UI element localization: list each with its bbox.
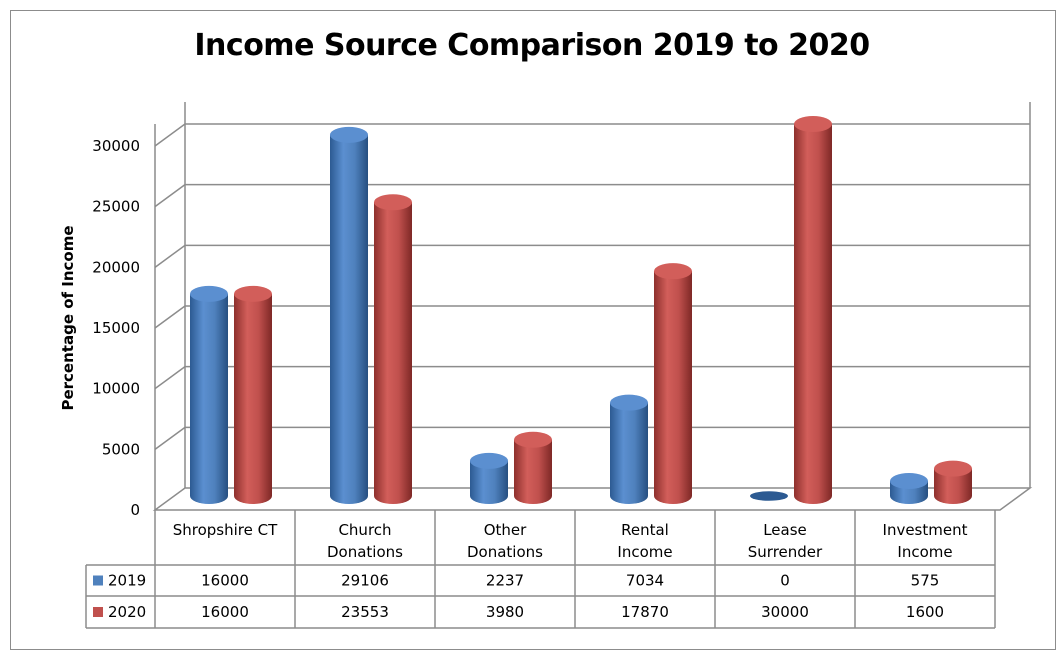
bar-cap (190, 285, 228, 302)
bar-body (234, 293, 272, 504)
x-tick-label: Investment (883, 521, 968, 539)
back-wall (185, 102, 1030, 488)
x-tick-label: Shropshire CT (173, 521, 278, 539)
x-tick-label: Income (897, 543, 952, 561)
x-tick-label: Other (484, 521, 527, 539)
bar-cap (794, 116, 832, 132)
data-label: 7034 (626, 572, 664, 590)
data-table: Shropshire CT Church Donations Other Donatio… (85, 510, 996, 629)
y-tick-label: 25000 (92, 198, 140, 216)
bar-chart: 0 5000 10000 15000 20000 25000 30000 Shropshir… (85, 102, 1033, 629)
y-tick-label: 15000 (92, 319, 140, 337)
gridlines (154, 123, 1030, 450)
bar-cap (374, 194, 412, 211)
y-tick-label: 10000 (92, 380, 140, 398)
bar (330, 126, 368, 504)
bar-body (330, 134, 368, 504)
gridline-side (154, 366, 186, 390)
bar (514, 431, 552, 504)
bar-body (374, 202, 412, 504)
legend-swatch (93, 607, 103, 617)
x-tick-label: Surrender (748, 543, 823, 561)
bar-cap (890, 473, 928, 490)
x-tick-label: Income (617, 543, 672, 561)
data-label: 16000 (201, 572, 249, 590)
bar (750, 491, 788, 501)
gridline-side (154, 184, 186, 208)
bar-body (514, 439, 552, 504)
y-tick-label: 30000 (92, 137, 140, 155)
bar (470, 452, 508, 504)
y-tick-label: 20000 (92, 258, 140, 276)
data-label: 0 (780, 572, 790, 590)
bar-cap (654, 263, 692, 280)
bar-cap (514, 431, 552, 448)
bar (374, 194, 412, 504)
bar-body (654, 271, 692, 504)
bar-body (190, 293, 228, 504)
bar-cap (470, 452, 508, 469)
bar (190, 285, 228, 504)
legend-swatch (93, 575, 103, 586)
bar-cap (750, 491, 788, 501)
legend-label: 2020 (108, 603, 146, 621)
bars (190, 116, 972, 504)
bar (234, 285, 272, 504)
bar-body (794, 124, 832, 504)
bar-body (610, 402, 648, 504)
x-tick-label: Church (338, 521, 391, 539)
legend-label: 2019 (108, 572, 146, 590)
data-label: 575 (911, 572, 940, 590)
data-label: 17870 (621, 603, 669, 621)
bar-body (934, 468, 972, 504)
bar (610, 394, 648, 504)
bar (794, 116, 832, 504)
bar-cap (934, 460, 972, 477)
x-tick-label: Lease (763, 521, 807, 539)
data-label: 23553 (341, 603, 389, 621)
chart-title: Income Source Comparison 2019 to 2020 (194, 28, 870, 63)
data-label: 16000 (201, 603, 249, 621)
y-axis-ticks: 0 5000 10000 15000 20000 25000 30000 (92, 137, 140, 519)
bar (654, 263, 692, 504)
data-label: 30000 (761, 603, 809, 621)
bar (934, 460, 972, 504)
bar-body (470, 460, 508, 504)
data-label: 2237 (486, 572, 524, 590)
data-label: 29106 (341, 572, 389, 590)
gridline-side (154, 426, 186, 450)
gridline-side (154, 305, 186, 329)
bar-cap (610, 394, 648, 411)
y-tick-label: 5000 (102, 440, 140, 458)
x-tick-label: Rental (621, 521, 669, 539)
y-tick-label: 0 (130, 501, 140, 519)
bar-cap (234, 285, 272, 302)
x-tick-label: Donations (327, 543, 403, 561)
x-tick-label: Donations (467, 543, 543, 561)
gridline-side (154, 123, 186, 147)
bar-cap (330, 126, 368, 143)
data-label: 3980 (486, 603, 524, 621)
gridline-side (154, 244, 186, 268)
data-label: 1600 (906, 603, 944, 621)
bar (890, 473, 928, 504)
